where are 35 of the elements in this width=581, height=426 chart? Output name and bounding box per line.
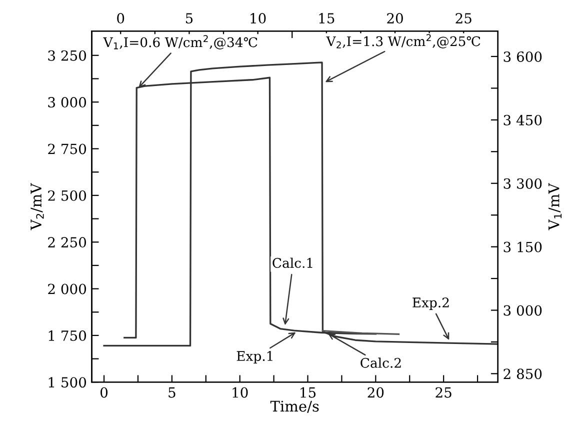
y2-tick-label: 3 300	[504, 178, 542, 189]
x2-tick-label: 25	[456, 13, 472, 24]
x-tick-label: 15	[300, 387, 316, 398]
x2-tick-label: 5	[186, 13, 193, 24]
y2-tick-label: 3 000	[504, 305, 542, 316]
x-tick-label: 25	[436, 387, 452, 398]
annotation: V$_{1}$,I=0.6 W/cm$^{2}$,@34℃	[103, 35, 258, 50]
annotation: Exp.1	[236, 351, 272, 364]
x-tick-label: 20	[368, 387, 384, 398]
x-axis-title: Time/s	[270, 400, 319, 413]
y-tick-label: 2 250	[48, 237, 86, 248]
x2-tick-label: 20	[387, 13, 403, 24]
y-tick-label: 1 500	[48, 377, 86, 388]
y-tick-label: 3 000	[48, 97, 86, 108]
y2-tick-label: 2 850	[504, 368, 542, 380]
y2-tick-label: 3 150	[504, 242, 542, 252]
y2-axis-title: V$_{1}$/mV	[548, 183, 562, 230]
y-tick-label: 2 750	[48, 144, 86, 154]
y2-tick-label: 3 600	[504, 51, 542, 62]
x-tick-label: 5	[168, 387, 176, 398]
x-tick-label: 10	[232, 387, 248, 398]
x-tick-label: 0	[100, 387, 108, 398]
x2-tick-label: 10	[250, 13, 266, 24]
annotation: Calc.1	[272, 258, 312, 268]
annotation: Calc.2	[360, 358, 401, 368]
y-axis-title: V$_{2}$/mV	[30, 183, 44, 230]
x2-tick-label: 0	[117, 13, 124, 24]
x2-tick-label: 15	[319, 13, 334, 24]
y-tick-label: 1 750	[48, 330, 86, 341]
y2-tick-label: 3 450	[504, 114, 542, 126]
y-tick-label: 2 000	[48, 284, 86, 294]
annotation: V$_{2}$,I=1.3 W/cm$^{2}$,@25℃	[326, 34, 480, 48]
y-tick-label: 2 500	[48, 190, 86, 201]
annotation: Exp.2	[412, 298, 449, 310]
y-tick-label: 3 250	[48, 50, 86, 61]
